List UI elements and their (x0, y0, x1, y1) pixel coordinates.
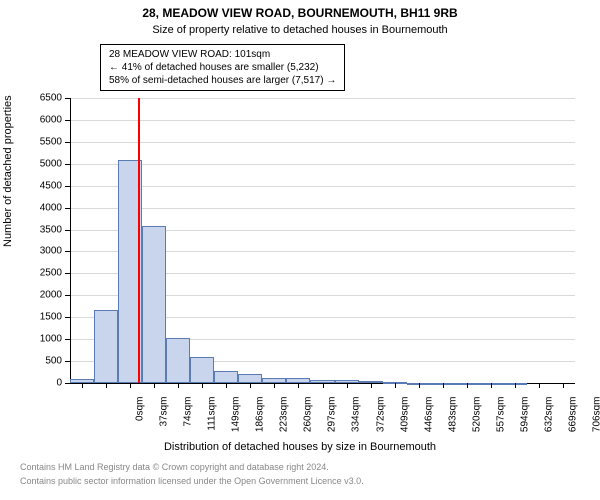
y-tick-label: 2000 (0, 290, 62, 301)
info-line-1: 28 MEADOW VIEW ROAD: 101sqm (109, 48, 336, 61)
x-tick (323, 383, 324, 388)
x-tick (250, 383, 251, 388)
x-tick (491, 383, 492, 388)
x-tick (515, 383, 516, 388)
x-tick-label: 0sqm (135, 397, 146, 457)
footer-line-2: Contains public sector information licen… (20, 476, 364, 486)
x-tick-label: 37sqm (159, 397, 170, 457)
x-tick (130, 383, 131, 388)
x-tick-label: 186sqm (255, 397, 266, 457)
histogram-bar (142, 226, 166, 383)
x-tick-label: 260sqm (303, 397, 314, 457)
x-tick-label: 74sqm (183, 397, 194, 457)
y-tick (65, 383, 70, 384)
x-tick (563, 383, 564, 388)
footer-line-1: Contains HM Land Registry data © Crown c… (20, 462, 329, 472)
info-line-2: ← 41% of detached houses are smaller (5,… (109, 61, 336, 74)
histogram-bar (94, 310, 118, 383)
x-tick-label: 149sqm (231, 397, 242, 457)
x-tick-label: 334sqm (351, 397, 362, 457)
info-box: 28 MEADOW VIEW ROAD: 101sqm ← 41% of det… (100, 44, 345, 91)
x-tick-label: 706sqm (591, 397, 600, 457)
x-tick (443, 383, 444, 388)
x-tick-label: 483sqm (447, 397, 458, 457)
y-axis-line (70, 98, 71, 383)
y-tick-label: 500 (0, 356, 62, 367)
x-tick-label: 223sqm (279, 397, 290, 457)
histogram-bar (214, 371, 238, 383)
chart-title: 28, MEADOW VIEW ROAD, BOURNEMOUTH, BH11 … (0, 6, 600, 20)
x-tick-label: 446sqm (423, 397, 434, 457)
x-tick-label: 594sqm (519, 397, 530, 457)
y-gridline (70, 186, 575, 187)
x-tick (419, 383, 420, 388)
y-tick-label: 1500 (0, 312, 62, 323)
x-tick (82, 383, 83, 388)
x-tick-label: 557sqm (495, 397, 506, 457)
x-tick (298, 383, 299, 388)
y-tick-label: 6000 (0, 114, 62, 125)
y-tick-label: 5500 (0, 136, 62, 147)
info-line-3: 58% of semi-detached houses are larger (… (109, 74, 336, 87)
x-tick (178, 383, 179, 388)
x-tick-label: 409sqm (399, 397, 410, 457)
y-gridline (70, 120, 575, 121)
y-tick-label: 6500 (0, 93, 62, 104)
x-tick-label: 520sqm (471, 397, 482, 457)
y-tick-label: 1000 (0, 334, 62, 345)
x-tick-label: 669sqm (567, 397, 578, 457)
y-tick-label: 5000 (0, 158, 62, 169)
y-tick-label: 0 (0, 378, 62, 389)
x-tick (347, 383, 348, 388)
y-tick-label: 4500 (0, 180, 62, 191)
x-tick (371, 383, 372, 388)
histogram-bar (166, 338, 190, 383)
y-gridline (70, 164, 575, 165)
y-gridline (70, 142, 575, 143)
x-tick (395, 383, 396, 388)
y-gridline (70, 98, 575, 99)
x-tick-label: 372sqm (375, 397, 386, 457)
y-gridline (70, 208, 575, 209)
x-tick (202, 383, 203, 388)
y-tick-label: 4000 (0, 202, 62, 213)
x-tick (106, 383, 107, 388)
x-tick (226, 383, 227, 388)
x-tick-label: 632sqm (543, 397, 554, 457)
reference-line (138, 98, 140, 383)
x-tick-label: 111sqm (207, 397, 218, 457)
chart-subtitle: Size of property relative to detached ho… (0, 24, 600, 36)
y-tick-label: 2500 (0, 268, 62, 279)
x-axis-label: Distribution of detached houses by size … (0, 441, 600, 453)
x-tick (539, 383, 540, 388)
x-tick (467, 383, 468, 388)
y-tick-label: 3000 (0, 246, 62, 257)
x-tick (154, 383, 155, 388)
x-tick (274, 383, 275, 388)
y-tick-label: 3500 (0, 224, 62, 235)
histogram-bar (238, 374, 262, 383)
chart-container: 28, MEADOW VIEW ROAD, BOURNEMOUTH, BH11 … (0, 0, 600, 500)
x-tick-label: 297sqm (327, 397, 338, 457)
histogram-bar (190, 357, 214, 383)
